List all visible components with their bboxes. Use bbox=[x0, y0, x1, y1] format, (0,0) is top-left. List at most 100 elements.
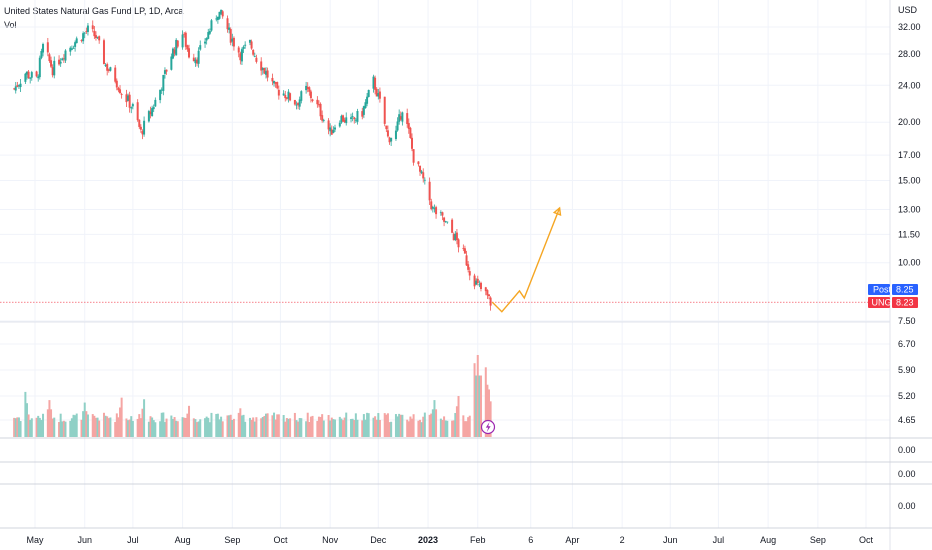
candle-body bbox=[72, 47, 75, 49]
volume-bar bbox=[46, 409, 49, 437]
volume-bar bbox=[181, 417, 184, 437]
candle-body bbox=[319, 103, 322, 117]
candle-body bbox=[171, 48, 174, 59]
candle-body bbox=[37, 76, 40, 79]
volume-bar bbox=[106, 416, 109, 437]
volume-bar bbox=[354, 413, 357, 437]
volume-bar bbox=[396, 416, 399, 437]
volume-bar bbox=[16, 417, 19, 437]
candle-body bbox=[141, 131, 144, 135]
volume-label: Vol bbox=[4, 20, 17, 30]
candle-body bbox=[435, 207, 438, 215]
volume-bar bbox=[215, 413, 218, 437]
candle-body bbox=[276, 82, 279, 89]
price-tick-label: 24.00 bbox=[898, 80, 921, 90]
volume-bar bbox=[356, 419, 359, 437]
volume-bar bbox=[62, 420, 65, 437]
candle-body bbox=[468, 271, 471, 276]
candle-body bbox=[333, 127, 336, 130]
candle-body bbox=[70, 48, 73, 50]
candle-body bbox=[423, 179, 426, 181]
volume-tick-label: 0.00 bbox=[898, 501, 916, 511]
candle-body bbox=[154, 99, 157, 107]
volume-bar bbox=[104, 415, 107, 437]
candle-body bbox=[443, 217, 446, 222]
volume-bar bbox=[240, 415, 243, 437]
volume-bar bbox=[439, 418, 442, 437]
candle-body bbox=[298, 99, 301, 107]
candle-body bbox=[82, 33, 85, 42]
candlesticks[interactable] bbox=[13, 9, 492, 311]
candle-body bbox=[74, 42, 77, 47]
volume-bar bbox=[98, 420, 101, 437]
volume-bar bbox=[102, 412, 105, 437]
candle-body bbox=[388, 137, 391, 143]
candle-body bbox=[285, 97, 288, 99]
time-tick-label: Sep bbox=[810, 535, 826, 545]
volume-bar bbox=[228, 415, 231, 437]
volume-bar bbox=[340, 418, 343, 437]
volume-bar bbox=[70, 418, 73, 437]
volume-bar bbox=[74, 415, 77, 437]
lightning-bolt-icon[interactable] bbox=[480, 419, 496, 435]
time-tick-label: Aug bbox=[175, 535, 191, 545]
candle-body bbox=[17, 85, 20, 87]
volume-bar bbox=[435, 409, 438, 437]
candle-body bbox=[14, 86, 17, 91]
volume-bar bbox=[61, 421, 64, 437]
time-tick-label: 2 bbox=[620, 535, 625, 545]
candle-body bbox=[441, 212, 444, 216]
volume-bar bbox=[207, 417, 210, 437]
time-tick-label: Dec bbox=[370, 535, 387, 545]
candle-body bbox=[295, 104, 298, 106]
volume-bar bbox=[125, 418, 128, 437]
candle-body bbox=[120, 94, 123, 95]
volume-bar bbox=[321, 414, 324, 437]
volume-bar bbox=[377, 413, 380, 437]
candle-body bbox=[277, 89, 280, 96]
volume-bar bbox=[91, 414, 94, 437]
volume-bar bbox=[410, 418, 413, 437]
volume-bar bbox=[58, 421, 61, 437]
candle-body bbox=[428, 181, 431, 201]
volume-bar bbox=[488, 389, 491, 437]
volume-bar bbox=[51, 418, 54, 437]
candle-body bbox=[218, 11, 221, 19]
volume-bar bbox=[484, 367, 487, 437]
volume-bar bbox=[120, 397, 123, 437]
volume-bar bbox=[184, 417, 187, 437]
time-tick-label: Sep bbox=[224, 535, 240, 545]
volume-bar bbox=[192, 418, 195, 437]
candle-body bbox=[125, 94, 128, 103]
candle-body bbox=[372, 76, 375, 89]
volume-bar bbox=[237, 412, 240, 437]
volume-bar bbox=[82, 411, 85, 437]
candle-body bbox=[399, 116, 402, 120]
ung-price-badge: UNG 8.23 bbox=[868, 297, 918, 308]
volume-bar bbox=[342, 420, 345, 437]
volume-bar bbox=[311, 415, 314, 437]
volume-bar bbox=[170, 415, 173, 437]
candle-body bbox=[221, 11, 224, 17]
time-axis[interactable]: May Jun Jul Aug Sep Oct Nov Dec 2023 Feb 6 Apr 2 Jun J… bbox=[26, 535, 873, 545]
candle-body bbox=[390, 137, 393, 142]
candle-body bbox=[143, 120, 146, 135]
candle-body bbox=[46, 42, 49, 53]
volume-bar bbox=[327, 415, 330, 437]
candle-body bbox=[457, 239, 460, 248]
price-tick-label: 20.00 bbox=[898, 117, 921, 127]
price-axis[interactable]: 32.00 28.00 24.00 20.00 17.00 15.00 13.00 11.50… bbox=[898, 22, 921, 425]
projection-arrow-line[interactable] bbox=[491, 207, 561, 313]
candle-body bbox=[455, 232, 458, 240]
volume-bar bbox=[338, 416, 341, 437]
candle-body bbox=[394, 130, 397, 140]
volume-bar bbox=[475, 375, 478, 437]
candle-body bbox=[322, 120, 325, 121]
candle-body bbox=[386, 130, 389, 137]
candle-body bbox=[25, 71, 28, 75]
volume-bar bbox=[468, 415, 471, 437]
volume-bar bbox=[489, 401, 492, 437]
volume-bar bbox=[94, 417, 97, 437]
currency-label: USD bbox=[898, 5, 918, 15]
